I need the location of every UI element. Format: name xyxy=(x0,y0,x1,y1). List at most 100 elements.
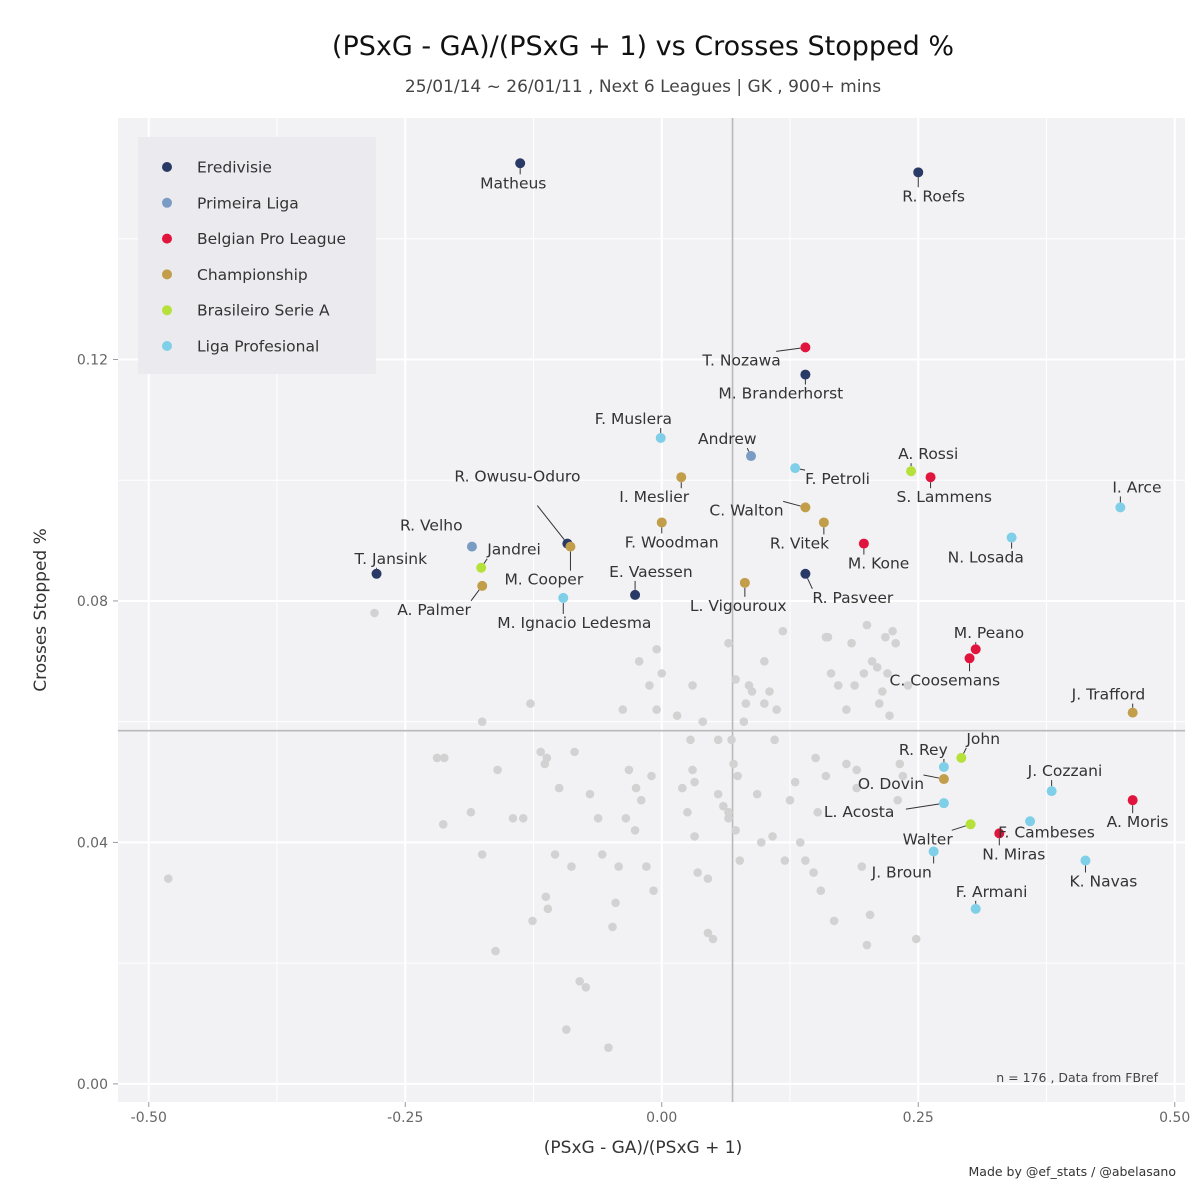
background-point xyxy=(439,753,449,763)
credit-text: Made by @ef_stats / @abelasano xyxy=(969,1164,1177,1179)
background-point xyxy=(703,928,713,938)
point-i-meslier xyxy=(676,472,687,483)
leader-line xyxy=(807,578,813,589)
label-andrew: Andrew xyxy=(698,430,757,448)
background-point xyxy=(621,813,631,823)
point-o-dovin xyxy=(938,774,949,785)
background-point xyxy=(885,711,894,720)
background-point xyxy=(811,753,820,763)
leader-line xyxy=(470,589,480,602)
background-point xyxy=(508,813,518,823)
legend-swatch-eredivisie xyxy=(162,162,172,172)
background-point xyxy=(862,620,872,630)
background-point xyxy=(647,771,656,781)
data-source-note: n = 176 , Data from FBref xyxy=(996,1070,1158,1085)
label-k-navas: K. Navas xyxy=(1069,873,1137,891)
background-point xyxy=(733,771,742,781)
x-axis-label: (PSxG - GA)/(PSxG + 1) xyxy=(544,1138,742,1158)
label-m-cooper: M. Cooper xyxy=(504,571,583,589)
background-point xyxy=(760,657,769,666)
label-r-vitek: R. Vitek xyxy=(770,534,829,552)
background-point xyxy=(631,783,641,793)
point-r-rey xyxy=(938,761,949,772)
label-c-coosemans: C. Coosemans xyxy=(890,671,1001,689)
background-point xyxy=(575,976,584,986)
background-point xyxy=(842,759,851,769)
background-point xyxy=(688,681,697,690)
background-point xyxy=(618,705,628,714)
label-r-velho: R. Velho xyxy=(400,517,463,535)
y-tick-label: 0.04 xyxy=(77,835,108,851)
leader-line xyxy=(776,347,801,352)
label-t-nozawa: T. Nozawa xyxy=(701,351,780,369)
background-point xyxy=(874,699,884,708)
x-tick-label: -0.50 xyxy=(131,1110,167,1126)
label-m-peano: M. Peano xyxy=(954,624,1024,642)
background-points xyxy=(163,608,921,1052)
leader-line xyxy=(483,558,488,564)
background-point xyxy=(891,638,900,648)
background-point xyxy=(477,850,487,859)
label-m-ignacio-ledesma: M. Ignacio Ledesma xyxy=(497,614,651,632)
background-point xyxy=(857,862,867,871)
highlighted-points xyxy=(371,158,1138,914)
background-point xyxy=(724,813,733,823)
leader-line xyxy=(951,825,966,831)
legend-swatch-championship xyxy=(162,269,172,280)
background-point xyxy=(604,1043,613,1052)
background-point xyxy=(770,735,779,745)
background-point xyxy=(735,856,745,865)
point-john xyxy=(956,752,967,763)
background-point xyxy=(752,789,762,799)
point-r-pasveer xyxy=(800,568,811,579)
x-tick-label: 0.50 xyxy=(1159,1110,1190,1126)
label-j-cozzani: J. Cozzani xyxy=(1027,762,1103,780)
leader-line xyxy=(905,803,940,810)
label-r-roefs: R. Roefs xyxy=(902,187,965,205)
point-t-nozawa xyxy=(800,342,811,353)
x-tick-label: -0.25 xyxy=(387,1110,423,1126)
background-point xyxy=(883,669,892,678)
background-point xyxy=(867,657,877,666)
label-m-branderhorst: M. Branderhorst xyxy=(718,385,843,403)
point-jandrei xyxy=(476,562,487,573)
background-point xyxy=(729,759,738,769)
label-i-meslier: I. Meslier xyxy=(619,488,690,506)
point-i-arce xyxy=(1115,502,1126,513)
background-point xyxy=(683,807,692,817)
background-point xyxy=(724,807,733,817)
background-point xyxy=(878,687,887,696)
background-point xyxy=(727,735,736,745)
point-r-roefs xyxy=(913,167,924,178)
label-m-kone: M. Kone xyxy=(848,555,909,573)
label-matheus: Matheus xyxy=(480,174,546,192)
background-point xyxy=(693,868,702,877)
point-c-coosemans xyxy=(964,653,975,664)
background-point xyxy=(895,759,905,769)
background-point xyxy=(688,765,697,775)
leader-line xyxy=(746,447,750,452)
background-point xyxy=(636,795,646,805)
label-e-vaessen: E. Vaessen xyxy=(609,563,693,581)
background-point xyxy=(493,765,502,775)
background-point xyxy=(634,657,644,666)
background-point xyxy=(466,807,476,817)
point-m-kone xyxy=(858,538,869,549)
background-point xyxy=(756,838,766,847)
label-o-dovin: O. Dovin xyxy=(858,775,924,793)
point-j-cozzani xyxy=(1046,786,1057,797)
label-r-rey: R. Rey xyxy=(899,741,948,759)
y-tick-label: 0.12 xyxy=(77,352,108,368)
point-matheus xyxy=(515,158,526,169)
label-t-jansink: T. Jansink xyxy=(354,550,428,568)
background-point xyxy=(850,681,859,690)
background-point xyxy=(608,922,617,932)
background-point xyxy=(842,705,851,714)
label-leader-lines xyxy=(376,168,1134,904)
label-r-pasveer: R. Pasveer xyxy=(812,589,894,607)
background-point xyxy=(543,904,553,914)
background-point xyxy=(816,886,826,896)
label-f-cambeses: F. Cambeses xyxy=(998,823,1095,841)
background-point xyxy=(672,711,682,720)
